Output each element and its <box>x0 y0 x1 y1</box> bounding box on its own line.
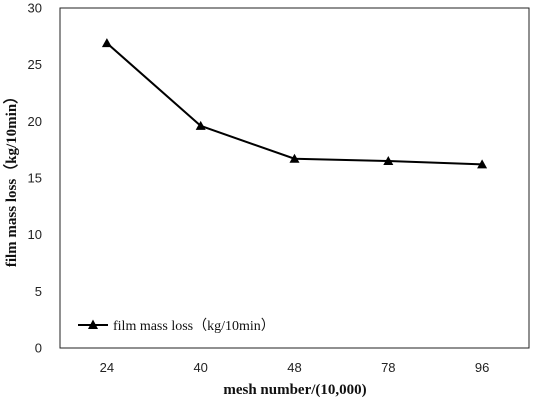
x-tick-label: 24 <box>100 360 114 375</box>
y-tick-label: 0 <box>35 341 42 356</box>
data-point-marker <box>101 38 112 48</box>
x-tick-label: 40 <box>193 360 207 375</box>
y-tick-label: 25 <box>28 57 42 72</box>
legend-triangle-marker <box>88 319 98 329</box>
x-axis-ticks: 24 40 48 78 96 <box>100 360 490 375</box>
y-axis-title: film mass loss（kg/10min） <box>2 89 20 267</box>
data-point-marker <box>383 156 394 165</box>
data-point-marker <box>477 159 488 169</box>
legend-label: film mass loss（kg/10min） <box>113 318 275 334</box>
y-tick-label: 10 <box>28 227 42 242</box>
data-point-marker <box>195 120 206 130</box>
x-tick-label: 48 <box>287 360 301 375</box>
y-tick-label: 5 <box>35 284 42 299</box>
y-tick-label: 20 <box>28 114 42 129</box>
y-axis-ticks: 0 5 10 15 20 25 30 <box>28 1 42 356</box>
y-tick-label: 30 <box>28 1 42 16</box>
series-layer <box>101 38 488 169</box>
series-line <box>106 42 483 166</box>
legend: film mass loss（kg/10min） <box>78 318 275 334</box>
y-tick-label: 15 <box>28 171 42 186</box>
data-point-marker <box>289 153 300 163</box>
x-axis-title: mesh number/(10,000) <box>223 382 366 398</box>
plot-frame <box>59 7 530 349</box>
x-tick-label: 96 <box>475 360 489 375</box>
x-tick-label: 78 <box>381 360 395 375</box>
